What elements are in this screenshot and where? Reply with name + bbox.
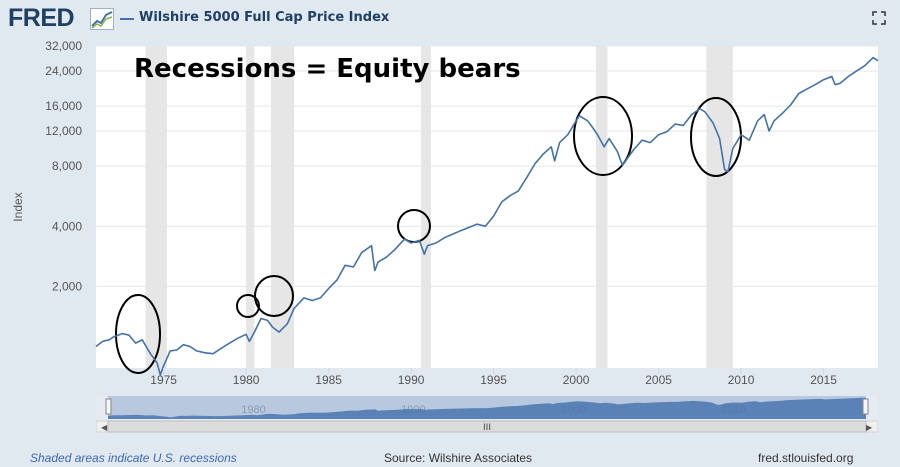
y-tick-label: 2,000 xyxy=(52,279,82,293)
recession-band xyxy=(246,46,255,368)
x-tick-label: 2015 xyxy=(810,373,837,387)
recession-band xyxy=(421,46,431,368)
plot-background xyxy=(96,46,878,368)
scroll-left-arrow-icon[interactable]: ◀ xyxy=(101,423,108,432)
navigator-left-handle[interactable] xyxy=(105,398,112,415)
fred-logo[interactable]: FRED xyxy=(8,4,75,32)
x-tick-label: 1975 xyxy=(150,373,177,387)
y-tick-label: 8,000 xyxy=(52,159,82,173)
y-tick-label: 4,000 xyxy=(52,219,82,233)
y-gridlines xyxy=(96,45,878,287)
annotation-circle xyxy=(115,294,161,374)
x-tick-label: 2005 xyxy=(645,373,672,387)
y-tick-label: 12,000 xyxy=(45,124,82,138)
source-note: Source: Wilshire Associates xyxy=(384,451,533,465)
sparkline-icon xyxy=(90,8,114,30)
navigator-area xyxy=(108,397,866,419)
y-tick-label: 32,000 xyxy=(45,39,82,53)
series-line xyxy=(95,56,879,376)
annotation-text: Recessions = Equity bears xyxy=(134,54,521,84)
range-navigator[interactable]: 1980199020002010 III ◀ ▶ xyxy=(96,396,878,434)
legend-line-swatch xyxy=(120,18,134,20)
recession-band xyxy=(706,46,733,368)
navigator-scroll-thumb[interactable] xyxy=(107,420,867,433)
annotation-circle xyxy=(236,294,260,318)
recession-band xyxy=(270,46,294,368)
recession-bands xyxy=(145,46,733,368)
y-tick-labels: 2,000 4,000 8,000 12,000 16,000 24,000 32,000 xyxy=(45,39,82,293)
navigator-right-handle[interactable] xyxy=(862,398,869,415)
recession-band xyxy=(595,46,608,368)
x-tick-label: 1995 xyxy=(480,373,507,387)
x-tick-label: 1980 xyxy=(233,373,260,387)
annotation-circles xyxy=(115,96,742,374)
x-tick-label: 1990 xyxy=(398,373,425,387)
recession-band xyxy=(145,46,167,368)
x-tick-label: 2000 xyxy=(563,373,590,387)
y-axis-label: Index xyxy=(11,192,25,221)
y-tick-label: 16,000 xyxy=(45,99,82,113)
annotation-circle xyxy=(690,97,742,177)
scroll-grip-icon: III xyxy=(483,423,491,433)
fullscreen-icon[interactable] xyxy=(872,11,886,25)
recession-note[interactable]: Shaded areas indicate U.S. recessions xyxy=(30,451,237,465)
annotation-circle xyxy=(573,96,633,176)
series-title: Wilshire 5000 Full Cap Price Index xyxy=(139,10,390,25)
chart-header: FRED Wilshire 5000 Full Cap Price Index xyxy=(0,0,900,38)
y-tick-label: 24,000 xyxy=(45,64,82,78)
navigator-label: 1980 xyxy=(241,404,265,416)
scroll-right-arrow-icon[interactable]: ▶ xyxy=(866,423,873,432)
x-tick-label: 2010 xyxy=(728,373,755,387)
site-link[interactable]: fred.stlouisfed.org xyxy=(758,451,854,465)
x-tick-labels: 1975 1980 1985 1990 1995 2000 2005 2010 2015 xyxy=(150,368,837,387)
x-tick-label: 1985 xyxy=(315,373,342,387)
annotation-circle xyxy=(254,275,294,317)
